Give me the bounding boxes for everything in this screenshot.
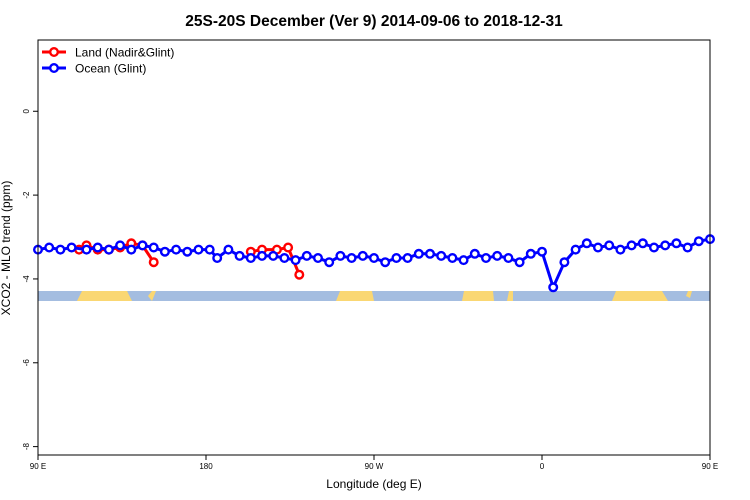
data-point (660, 240, 671, 251)
y-tick-label: -2 (22, 191, 31, 199)
ocean-mask-band (38, 291, 710, 301)
data-point (44, 242, 55, 253)
data-point (137, 240, 148, 251)
data-point (380, 257, 391, 268)
data-point (626, 240, 637, 251)
data-point (294, 269, 305, 280)
x-axis: 90 E 180 90 W 0 90 E (30, 455, 718, 471)
data-point (671, 238, 682, 249)
data-point (212, 252, 223, 263)
data-point (55, 244, 66, 255)
data-point (66, 242, 77, 253)
data-point (548, 282, 559, 293)
data-point (126, 244, 137, 255)
legend-item-land: Land (Nadir&Glint) (42, 46, 174, 60)
data-point (402, 252, 413, 263)
data-point (223, 244, 234, 255)
y-tick-label: -6 (22, 359, 31, 367)
chart-title: 25S-20S December (Ver 9) 2014-09-06 to 2… (185, 13, 563, 30)
x-tick-label: 90 E (30, 462, 46, 471)
data-point (92, 242, 103, 253)
data-point (204, 244, 215, 255)
legend: Land (Nadir&Glint) Ocean (Glint) (42, 46, 174, 76)
data-point (570, 244, 581, 255)
data-point (115, 240, 126, 251)
data-point (525, 248, 536, 259)
x-tick-label: 0 (540, 462, 545, 471)
data-point (369, 252, 380, 263)
legend-label-land: Land (Nadir&Glint) (75, 46, 174, 60)
data-point (693, 236, 704, 247)
data-point (481, 252, 492, 263)
data-point (283, 242, 294, 253)
data-point (159, 246, 170, 257)
x-tick-label: 90 E (702, 462, 718, 471)
data-point (103, 244, 114, 255)
land-mask-segment (462, 291, 494, 301)
data-point (682, 242, 693, 253)
data-point (234, 250, 245, 261)
legend-label-ocean: Ocean (Glint) (75, 62, 146, 76)
ocean-series (33, 234, 716, 293)
data-point (447, 252, 458, 263)
data-point (436, 250, 447, 261)
data-point (514, 257, 525, 268)
x-tick-label: 180 (199, 462, 213, 471)
y-tick-label: -4 (22, 275, 31, 283)
data-point (171, 244, 182, 255)
data-point (458, 255, 469, 266)
data-point (537, 246, 548, 257)
data-point (425, 248, 436, 259)
data-point (593, 242, 604, 253)
data-point (492, 250, 503, 261)
data-point (559, 257, 570, 268)
series-layer (33, 234, 716, 293)
data-point (335, 250, 346, 261)
data-point (413, 248, 424, 259)
data-point (346, 252, 357, 263)
y-axis: 0 -2 -4 -6 -8 (22, 108, 38, 450)
data-point (279, 252, 290, 263)
data-point (245, 252, 256, 263)
land-mask-segment (148, 291, 156, 301)
data-point (581, 238, 592, 249)
data-point (313, 252, 324, 263)
data-point (257, 250, 268, 261)
data-point (268, 250, 279, 261)
legend-item-ocean: Ocean (Glint) (42, 62, 146, 76)
data-point (182, 246, 193, 257)
data-point (615, 244, 626, 255)
data-point (81, 244, 92, 255)
data-point (391, 252, 402, 263)
data-point (148, 257, 159, 268)
data-point (469, 248, 480, 259)
land-mask-segment (612, 291, 668, 301)
land-ocean-mask (38, 291, 710, 301)
data-point (193, 244, 204, 255)
data-point (649, 242, 660, 253)
data-point (324, 257, 335, 268)
data-point (604, 240, 615, 251)
data-point (503, 252, 514, 263)
y-axis-label: XCO2 - MLO trend (ppm) (0, 181, 13, 316)
land-mask-segment (77, 291, 132, 301)
land-mask-segment (686, 291, 692, 298)
x-axis-label: Longitude (deg E) (326, 477, 421, 491)
y-tick-label: 0 (22, 108, 31, 113)
data-point (148, 242, 159, 253)
y-tick-label: -8 (22, 443, 31, 451)
data-point (357, 250, 368, 261)
data-point (637, 238, 648, 249)
land-mask-segment (336, 291, 374, 301)
data-point (290, 255, 301, 266)
x-tick-label: 90 W (365, 462, 384, 471)
land-mask-segment (507, 291, 513, 301)
data-point (301, 250, 312, 261)
